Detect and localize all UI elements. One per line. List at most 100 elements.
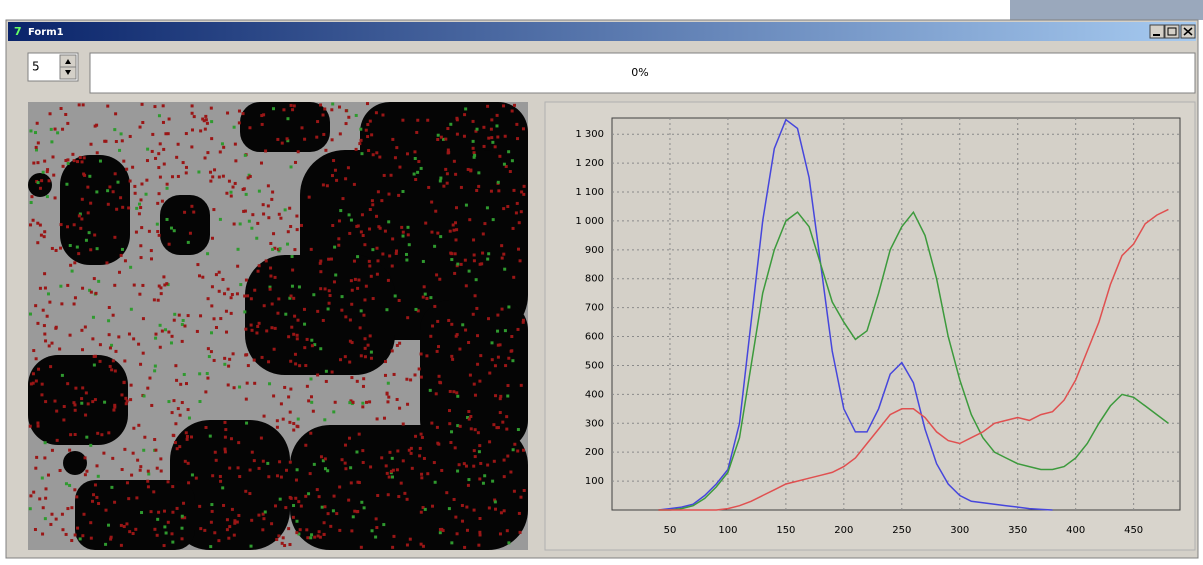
image-noise: [446, 127, 450, 131]
image-noise: [440, 527, 444, 531]
image-noise: [330, 108, 334, 112]
image-noise: [375, 417, 379, 421]
image-noise: [419, 352, 423, 356]
image-noise: [497, 189, 501, 193]
image-noise: [521, 127, 525, 131]
image-noise: [157, 166, 161, 170]
image-noise: [413, 150, 417, 154]
image-noise: [53, 196, 57, 200]
maximize-button[interactable]: [1164, 24, 1180, 39]
image-noise: [190, 111, 194, 115]
image-noise: [383, 229, 387, 233]
image-noise: [209, 350, 213, 354]
image-noise: [175, 155, 179, 159]
image-noise: [506, 205, 510, 209]
image-noise: [153, 369, 157, 373]
image-noise: [344, 122, 348, 126]
image-noise: [225, 528, 229, 532]
image-noise: [221, 486, 225, 490]
image-noise: [365, 400, 369, 404]
image-noise: [281, 536, 285, 540]
image-noise: [223, 420, 227, 424]
image-noise: [347, 213, 351, 217]
image-noise: [223, 450, 227, 454]
image-noise: [176, 407, 180, 411]
window-title: Form1: [28, 27, 64, 38]
image-noise: [344, 315, 348, 319]
image-noise: [123, 447, 127, 451]
image-noise: [514, 211, 518, 215]
image-noise: [511, 448, 515, 452]
image-noise: [82, 512, 86, 516]
image-noise: [203, 528, 207, 532]
image-noise: [269, 241, 273, 245]
image-noise: [188, 231, 192, 235]
minimize-button[interactable]: [1149, 24, 1165, 39]
image-noise: [48, 300, 52, 304]
image-noise: [180, 537, 184, 541]
image-noise: [36, 181, 40, 185]
image-noise: [29, 223, 33, 227]
image-noise: [34, 304, 38, 308]
image-noise: [211, 175, 215, 179]
image-noise: [414, 178, 418, 182]
image-noise: [436, 319, 440, 323]
image-noise: [474, 278, 478, 282]
image-noise: [453, 271, 457, 275]
image-noise: [467, 410, 471, 414]
image-noise: [481, 481, 485, 485]
image-noise: [395, 343, 399, 347]
image-noise: [361, 401, 365, 405]
image-noise: [432, 461, 436, 465]
image-noise: [378, 155, 382, 159]
image-noise: [262, 212, 266, 216]
image-noise: [103, 139, 107, 143]
image-noise: [468, 373, 472, 377]
image-noise: [44, 339, 48, 343]
image-noise: [353, 509, 357, 513]
image-noise: [58, 347, 62, 351]
image-noise: [202, 119, 206, 123]
image-noise: [106, 202, 110, 206]
image-noise: [446, 148, 450, 152]
image-noise: [119, 196, 123, 200]
image-noise: [34, 357, 38, 361]
image-noise: [479, 461, 483, 465]
image-noise: [190, 145, 194, 149]
image-noise: [42, 324, 46, 328]
image-noise: [260, 122, 264, 126]
image-noise: [134, 527, 138, 531]
image-noise: [143, 435, 147, 439]
image-noise: [226, 287, 230, 291]
image-noise: [397, 193, 401, 197]
image-noise: [96, 431, 100, 435]
image-noise: [430, 200, 434, 204]
image-noise: [337, 237, 341, 241]
image-noise: [180, 526, 184, 530]
image-noise: [189, 435, 193, 439]
image-noise: [478, 262, 482, 266]
image-noise: [50, 246, 54, 250]
image-noise: [66, 121, 70, 125]
image-noise: [280, 541, 284, 545]
image-noise: [117, 335, 121, 339]
image-noise: [516, 137, 520, 141]
image-noise: [273, 326, 277, 330]
image-noise: [227, 536, 231, 540]
image-noise: [307, 195, 311, 199]
image-noise: [163, 525, 167, 529]
image-noise: [413, 156, 417, 160]
image-noise: [401, 459, 405, 463]
image-noise: [238, 222, 242, 226]
image-noise: [72, 223, 76, 227]
image-noise: [281, 417, 285, 421]
image-noise: [231, 352, 235, 356]
image-noise: [500, 256, 504, 260]
image-noise: [344, 177, 348, 181]
image-noise: [322, 132, 326, 136]
image-noise: [141, 120, 145, 124]
image-noise: [151, 132, 155, 136]
image-noise: [47, 179, 51, 183]
y-tick-label: 300: [585, 418, 604, 429]
image-noise: [454, 172, 458, 176]
